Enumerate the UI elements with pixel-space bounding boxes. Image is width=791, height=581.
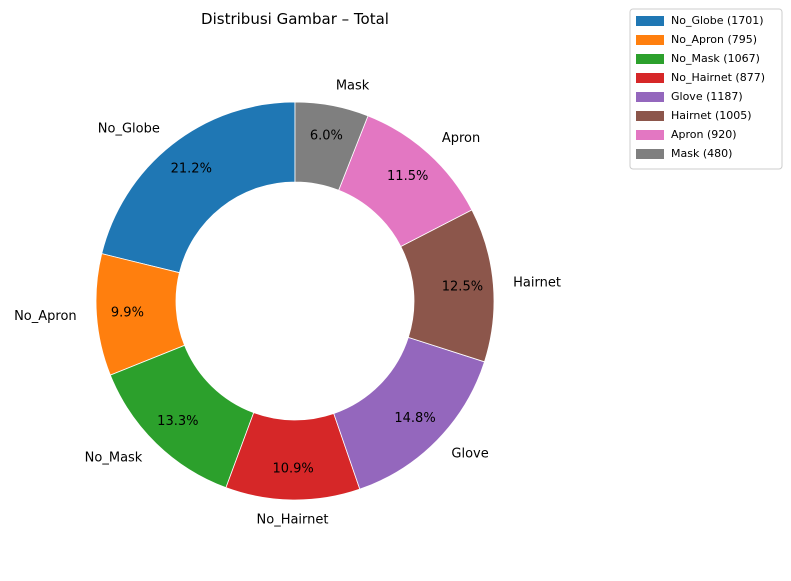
legend: No_Globe (1701) No_Apron (795) No_Mask (10… [629, 8, 783, 170]
legend-label-mask: Mask (480) [671, 147, 732, 160]
legend-items: No_Globe (1701) No_Apron (795) No_Mask (10… [636, 14, 765, 160]
legend-label-no-mask: No_Mask (1067) [671, 52, 760, 65]
legend-label-no-globe: No_Globe (1701) [671, 14, 764, 27]
slice-label-no-globe: No_Globe [98, 121, 160, 136]
percent-label-hairnet: 12.5% [442, 280, 483, 295]
percent-labels: 21.2% 9.9% 13.3% 10.9% 14.8% 12.5% 11.5% 6.0% [111, 128, 483, 476]
legend-label-hairnet: Hairnet (1005) [671, 109, 752, 122]
legend-swatch-no-hairnet [636, 73, 664, 83]
percent-label-no-apron: 9.9% [111, 305, 144, 320]
legend-swatch-apron [636, 130, 664, 140]
legend-label-apron: Apron (920) [671, 128, 737, 141]
percent-label-glove: 14.8% [394, 411, 435, 426]
legend-swatch-no-mask [636, 54, 664, 64]
slice-label-apron: Apron [442, 131, 480, 146]
legend-swatch-mask [636, 149, 664, 159]
donut-slices [95, 101, 495, 501]
slice-no-globe [101, 101, 296, 274]
legend-swatch-no-globe [636, 16, 664, 26]
percent-label-no-hairnet: 10.9% [272, 461, 313, 476]
slice-label-mask: Mask [336, 78, 370, 93]
slice-mask [294, 101, 369, 191]
chart-title: Distribusi Gambar – Total [201, 10, 389, 28]
slice-label-glove: Glove [451, 447, 488, 462]
legend-label-glove: Glove (1187) [671, 90, 743, 103]
legend-label-no-apron: No_Apron (795) [671, 33, 757, 46]
legend-frame [629, 8, 783, 170]
legend-swatch-glove [636, 92, 664, 102]
percent-label-apron: 11.5% [387, 169, 428, 184]
percent-label-no-globe: 21.2% [171, 161, 212, 176]
percent-label-no-mask: 13.3% [157, 414, 198, 429]
slice-label-no-mask: No_Mask [85, 450, 143, 465]
legend-swatch-no-apron [636, 35, 664, 45]
slice-label-no-apron: No_Apron [14, 309, 77, 324]
legend-label-no-hairnet: No_Hairnet (877) [671, 71, 765, 84]
percent-label-mask: 6.0% [310, 128, 343, 143]
legend-swatch-hairnet [636, 111, 664, 121]
slice-label-hairnet: Hairnet [513, 275, 561, 290]
slice-label-no-hairnet: No_Hairnet [257, 512, 329, 527]
slice-labels: No_Globe No_Apron No_Mask No_Hairnet Glove Ha… [14, 78, 561, 527]
